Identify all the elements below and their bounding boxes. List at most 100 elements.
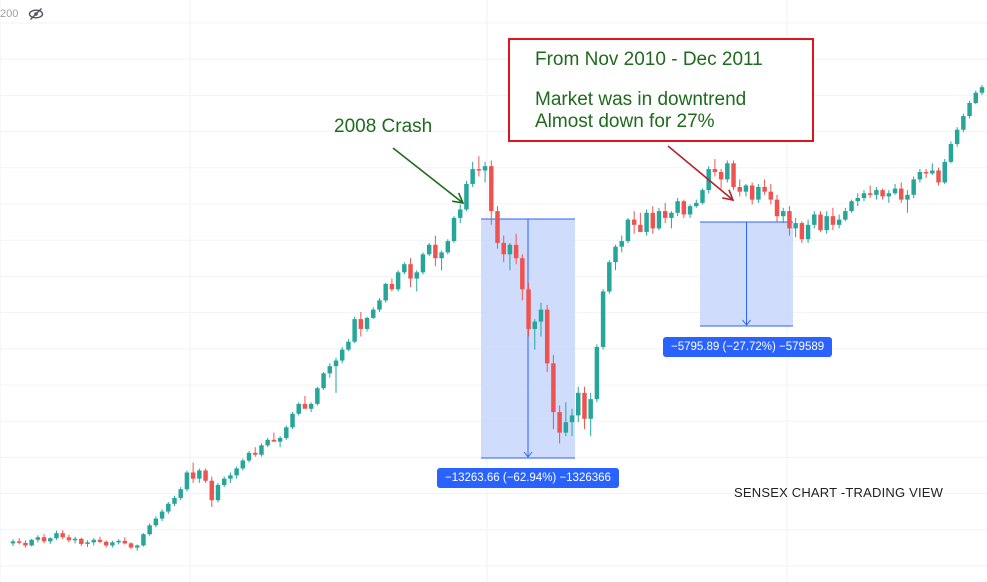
note-arrow-shaft [667, 145, 734, 201]
candle [538, 302, 544, 337]
eye-off-icon[interactable] [28, 6, 44, 22]
candle-body [439, 252, 444, 259]
candle [526, 282, 531, 337]
candle [79, 537, 84, 546]
candle [874, 187, 879, 200]
candle [656, 207, 662, 231]
candle-body [408, 264, 413, 279]
candle-body [371, 309, 376, 318]
candle-body [849, 201, 854, 212]
candle [892, 183, 898, 195]
candle-body [687, 206, 693, 215]
candle [308, 402, 314, 413]
candle [346, 339, 351, 351]
candle [631, 211, 637, 234]
candle [619, 235, 624, 253]
candle-body [787, 211, 792, 229]
candle [277, 436, 283, 448]
candle [557, 405, 562, 444]
candle [445, 239, 451, 255]
candle-body [209, 480, 215, 501]
candle-body [917, 171, 923, 180]
candle [470, 161, 475, 188]
note-arrow [667, 145, 735, 202]
candle [805, 219, 811, 243]
candle [495, 206, 500, 249]
candle [203, 468, 208, 483]
candle [930, 163, 935, 175]
candle [625, 217, 631, 243]
candle-body [203, 470, 208, 481]
candle [116, 539, 121, 545]
candle-body [973, 92, 979, 104]
candle-body [930, 170, 935, 174]
candle [836, 214, 842, 229]
candle [97, 536, 103, 544]
candle [582, 386, 587, 430]
candle-body [892, 188, 898, 194]
candle [234, 466, 239, 479]
candle [662, 202, 668, 224]
candle [457, 204, 463, 224]
candle-body [308, 403, 314, 409]
candle-body [178, 489, 183, 498]
candle [600, 289, 606, 350]
candle-body [159, 511, 165, 519]
candle-body [457, 209, 463, 218]
candle [923, 169, 929, 178]
candle-body [147, 525, 152, 535]
candle-body [718, 171, 724, 180]
candle-body [954, 129, 960, 145]
candle-body [861, 193, 867, 199]
candle-body [607, 262, 612, 292]
candle [228, 472, 233, 483]
candle-body [60, 533, 65, 538]
candle [395, 270, 401, 292]
candle [942, 159, 947, 184]
candle-body [768, 191, 774, 200]
candle [54, 530, 59, 540]
candle [563, 402, 569, 437]
candle-body [383, 283, 388, 301]
candle-body [569, 415, 575, 423]
candle-body [731, 163, 736, 188]
candle [979, 85, 985, 95]
candle [973, 90, 979, 105]
candle-body [85, 542, 90, 544]
crash-measure-arrowhead [523, 451, 533, 458]
candle-body [253, 452, 258, 455]
candle-body [141, 534, 146, 546]
candle [29, 538, 34, 547]
candle [315, 386, 320, 406]
candle-body [451, 217, 457, 242]
candle-body [886, 193, 892, 197]
candle-body [79, 538, 84, 544]
candle-body [197, 470, 202, 479]
candle [507, 242, 513, 271]
candle [10, 539, 16, 546]
candle-body [576, 392, 581, 416]
candle-body [780, 211, 786, 217]
candle [793, 217, 798, 238]
candle-body [961, 116, 966, 130]
candle [420, 252, 426, 275]
candle [687, 204, 693, 218]
candle-body [327, 366, 333, 374]
candle [265, 438, 270, 448]
candle [712, 159, 718, 177]
candle-body [756, 187, 761, 200]
candle [72, 536, 78, 544]
candle [520, 254, 525, 301]
candle-body [296, 403, 301, 414]
candlestick-series [10, 85, 985, 551]
candle-body [277, 438, 283, 442]
candle [594, 344, 600, 403]
candle-body [936, 170, 941, 183]
candle-body [470, 169, 475, 184]
candle-body [346, 341, 351, 350]
candle-body [402, 264, 407, 273]
candle [408, 258, 413, 288]
candle [650, 206, 656, 234]
candle [48, 537, 53, 544]
